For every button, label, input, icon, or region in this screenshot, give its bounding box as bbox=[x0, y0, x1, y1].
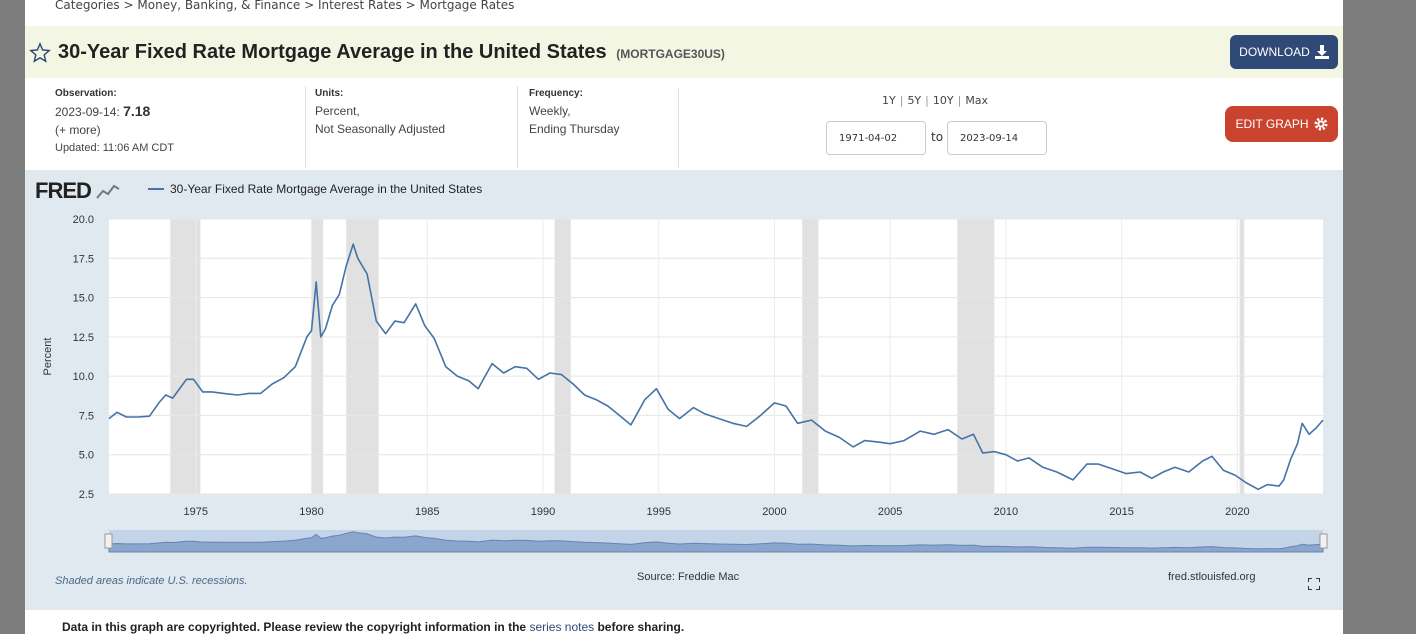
recession-band bbox=[802, 219, 819, 494]
meta-divider bbox=[678, 88, 679, 168]
units-block: Units: Percent, Not Seasonally Adjusted bbox=[305, 86, 517, 168]
more-observations-link[interactable]: (+ more) bbox=[55, 123, 101, 137]
y-tick-label: 10.0 bbox=[73, 371, 94, 383]
range-selector: 1Y | 5Y | 10Y | Max bbox=[882, 94, 988, 107]
frequency-value-2: Ending Thursday bbox=[529, 122, 620, 136]
units-value-2: Not Seasonally Adjusted bbox=[315, 122, 446, 136]
download-icon bbox=[1314, 45, 1329, 59]
range-separator: | bbox=[957, 94, 962, 107]
legend-label: 30-Year Fixed Rate Mortgage Average in t… bbox=[170, 182, 483, 196]
x-tick-label: 1985 bbox=[415, 506, 439, 518]
copyright-text-before: Data in this graph are copyrighted. Plea… bbox=[62, 620, 530, 634]
frequency-block: Frequency: Weekly, Ending Thursday bbox=[517, 86, 679, 168]
source-credit: Source: Freddie Mac bbox=[637, 571, 740, 583]
gear-icon bbox=[1314, 117, 1328, 131]
navigator-series-area bbox=[108, 531, 1324, 553]
graph-panel: FRED 30-Year Fixed Rate Mortgage Average… bbox=[25, 170, 1343, 610]
download-button[interactable]: DOWNLOAD bbox=[1230, 35, 1338, 69]
range-10y[interactable]: 10Y bbox=[932, 94, 954, 107]
recession-band bbox=[554, 219, 571, 494]
title-bar: 30-Year Fixed Rate Mortgage Average in t… bbox=[25, 26, 1343, 78]
x-tick-label: 2005 bbox=[878, 506, 902, 518]
x-tick-label: 2000 bbox=[762, 506, 786, 518]
observation-value: 7.18 bbox=[123, 103, 151, 119]
y-tick-label: 17.5 bbox=[73, 253, 94, 265]
series-title: 30-Year Fixed Rate Mortgage Average in t… bbox=[58, 41, 607, 63]
fred-logo: FRED bbox=[35, 178, 121, 204]
updated-time: Updated: 11:06 AM CDT bbox=[55, 142, 175, 154]
x-tick-label: 1975 bbox=[184, 506, 208, 518]
navigator-handle-left bbox=[104, 533, 113, 549]
fred-chart-icon bbox=[96, 182, 121, 200]
breadcrumb-mortgage-rates[interactable]: Mortgage Rates bbox=[419, 0, 515, 12]
range-separator: | bbox=[899, 94, 904, 107]
download-label: DOWNLOAD bbox=[1239, 45, 1310, 59]
legend-swatch bbox=[148, 188, 164, 190]
fred-logo-text: FRED bbox=[35, 178, 92, 203]
recession-band bbox=[1239, 219, 1245, 494]
copyright-text-after: before sharing. bbox=[594, 620, 685, 634]
star-icon[interactable] bbox=[29, 42, 51, 64]
range-5y[interactable]: 5Y bbox=[907, 94, 922, 107]
recession-band bbox=[957, 219, 995, 494]
observation-line: 2023-09-14: 7.18 bbox=[55, 102, 305, 121]
end-date-input[interactable]: 2023-09-14 bbox=[947, 121, 1047, 155]
y-tick-label: 20.0 bbox=[73, 214, 94, 226]
y-tick-label: 2.5 bbox=[79, 489, 94, 501]
range-max[interactable]: Max bbox=[965, 94, 989, 107]
breadcrumb-separator: > bbox=[123, 0, 134, 12]
range-1y[interactable]: 1Y bbox=[882, 94, 896, 107]
recession-note: Shaded areas indicate U.S. recessions. bbox=[55, 575, 248, 587]
edit-graph-label: EDIT GRAPH bbox=[1235, 117, 1309, 131]
breadcrumb-separator: > bbox=[405, 0, 416, 12]
recession-band bbox=[311, 219, 324, 494]
mortgage-chart: 2.5 5.0 7.5 10.0 12.5 15.0 17.5 20.0 1975 1980 198… bbox=[42, 214, 1328, 553]
start-date-input[interactable]: 1971-04-02 bbox=[826, 121, 926, 155]
breadcrumb-categories[interactable]: Categories bbox=[55, 0, 120, 12]
recession-band bbox=[346, 219, 379, 494]
navigator-handle-right bbox=[1319, 533, 1328, 549]
units-label: Units: bbox=[315, 88, 344, 99]
copyright-notice: Data in this graph are copyrighted. Plea… bbox=[62, 620, 684, 634]
observation-block: Observation: 2023-09-14: 7.18 (+ more) U… bbox=[55, 86, 305, 168]
x-tick-label: 2020 bbox=[1225, 506, 1249, 518]
y-tick-label: 7.5 bbox=[79, 410, 94, 422]
y-axis-label: Percent bbox=[42, 338, 54, 376]
site-link[interactable]: fred.stlouisfed.org bbox=[1168, 571, 1256, 583]
observation-date: 2023-09-14: bbox=[55, 105, 120, 119]
y-tick-label: 12.5 bbox=[73, 332, 94, 344]
fred-page: Categories > Money, Banking, & Finance >… bbox=[25, 0, 1343, 634]
x-tick-label: 1990 bbox=[531, 506, 555, 518]
frequency-label: Frequency: bbox=[529, 88, 583, 99]
page-title: 30-Year Fixed Rate Mortgage Average in t… bbox=[58, 41, 725, 64]
chart-legend: 30-Year Fixed Rate Mortgage Average in t… bbox=[148, 182, 482, 196]
x-tick-label: 1995 bbox=[646, 506, 670, 518]
range-separator: | bbox=[925, 94, 929, 107]
y-tick-label: 15.0 bbox=[73, 293, 94, 305]
fullscreen-icon[interactable] bbox=[1308, 578, 1320, 590]
units-value-1: Percent, bbox=[315, 104, 360, 118]
x-tick-label: 2010 bbox=[994, 506, 1018, 518]
series-line bbox=[108, 243, 1324, 491]
frequency-value-1: Weekly, bbox=[529, 104, 571, 118]
breadcrumb-interest-rates[interactable]: Interest Rates bbox=[317, 0, 402, 12]
breadcrumb: Categories > Money, Banking, & Finance >… bbox=[55, 0, 514, 12]
breadcrumb-money-banking[interactable]: Money, Banking, & Finance bbox=[137, 0, 301, 12]
observation-label: Observation: bbox=[55, 88, 117, 99]
x-tick-label: 2015 bbox=[1109, 506, 1133, 518]
date-to-label: to bbox=[931, 130, 944, 144]
edit-graph-button[interactable]: EDIT GRAPH bbox=[1225, 106, 1338, 142]
series-notes-link[interactable]: series notes bbox=[529, 620, 595, 634]
plot-area bbox=[109, 219, 1323, 494]
series-id: (MORTGAGE30US) bbox=[616, 47, 725, 61]
y-tick-label: 5.0 bbox=[79, 450, 94, 462]
breadcrumb-separator: > bbox=[304, 0, 315, 12]
x-tick-label: 1980 bbox=[299, 506, 323, 518]
